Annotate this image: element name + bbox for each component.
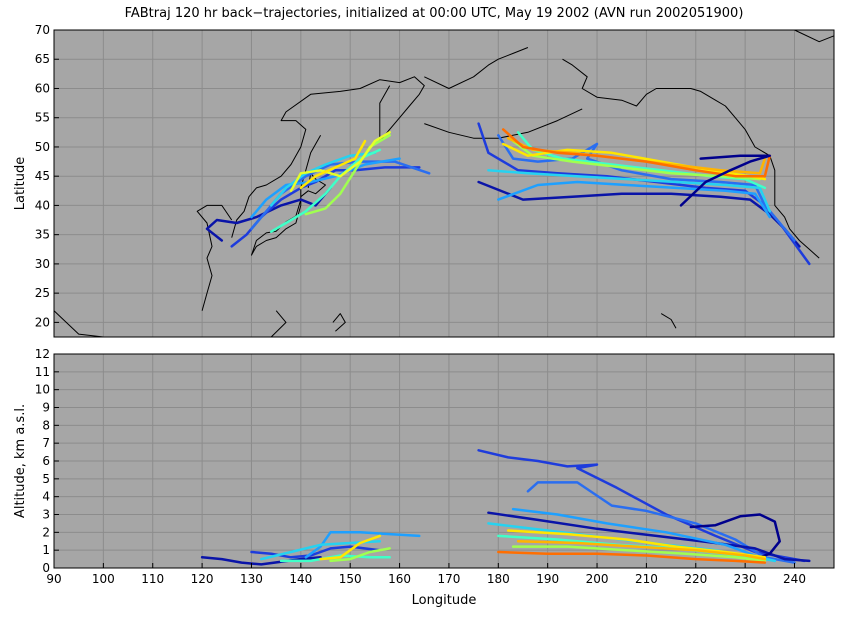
map-frame: [53, 29, 835, 338]
trajectory-line: [501, 128, 772, 178]
y-tick-label: 50: [35, 140, 50, 154]
y-tick-label: 11: [35, 365, 50, 379]
x-tick-label: 130: [240, 572, 263, 586]
trajectory-line: [477, 449, 806, 563]
coastline: [424, 108, 583, 139]
map-y-axis-label: Latitude: [13, 157, 28, 211]
trajectory-line: [319, 534, 382, 561]
x-tick-label: 150: [339, 572, 362, 586]
y-tick-label: 65: [35, 52, 50, 66]
map-panel: 20 25 30 35 40 45 50 55 60 65 70 Latitude: [13, 23, 835, 338]
map-y-ticks: 20 25 30 35 40 45 50 55 60 65 70: [35, 23, 59, 329]
trajectory-line: [487, 511, 811, 563]
y-tick-label: 60: [35, 81, 50, 95]
y-tick-label: 0: [42, 561, 50, 575]
coastline: [53, 310, 104, 338]
trajectory-line: [250, 157, 401, 219]
y-tick-label: 3: [42, 508, 50, 522]
x-tick-label: 210: [635, 572, 658, 586]
y-tick-label: 10: [35, 383, 50, 397]
coastline: [231, 76, 425, 238]
coastline: [270, 310, 287, 338]
coastline: [660, 313, 677, 329]
y-tick-label: 2: [42, 525, 50, 539]
x-tick-label: 160: [388, 572, 411, 586]
y-tick-label: 45: [35, 169, 50, 183]
coastline: [562, 58, 820, 259]
y-tick-label: 8: [42, 418, 50, 432]
coastline: [794, 29, 835, 43]
x-tick-label: 100: [92, 572, 115, 586]
y-tick-label: 9: [42, 401, 50, 415]
trajectory-line: [329, 547, 391, 563]
y-tick-label: 5: [42, 472, 50, 486]
y-tick-label: 7: [42, 436, 50, 450]
coastline: [332, 313, 346, 332]
y-tick-label: 6: [42, 454, 50, 468]
x-tick-label: 240: [783, 572, 806, 586]
trajectory-line: [250, 545, 382, 559]
altitude-y-axis-label: Altitude, km a.s.l.: [13, 404, 28, 518]
y-tick-label: 30: [35, 257, 50, 271]
x-tick-label: 90: [46, 572, 61, 586]
trajectory-line: [279, 554, 391, 563]
trajectory-line: [487, 169, 772, 213]
coastline: [196, 204, 233, 311]
trajectory-line: [679, 154, 772, 207]
x-tick-label: 190: [536, 572, 559, 586]
trajectory-line: [269, 148, 382, 233]
coastline: [424, 47, 529, 89]
trajectory-line: [269, 151, 377, 207]
y-tick-label: 55: [35, 111, 50, 125]
trajectory-line: [516, 540, 767, 561]
x-tick-label: 220: [684, 572, 707, 586]
y-tick-label: 25: [35, 286, 50, 300]
x-tick-label: 230: [734, 572, 757, 586]
y-tick-label: 40: [35, 198, 50, 212]
y-tick-label: 4: [42, 490, 50, 504]
trajectory-line: [299, 139, 367, 190]
trajectory-line: [289, 131, 391, 193]
y-tick-label: 20: [35, 315, 50, 329]
x-tick-label: 140: [289, 572, 312, 586]
y-tick-label: 12: [35, 347, 50, 361]
x-tick-label: 200: [586, 572, 609, 586]
trajectory-line: [497, 180, 772, 219]
altitude-trajectories: [200, 449, 811, 566]
x-tick-label: 110: [141, 572, 164, 586]
trajectory-line: [497, 550, 767, 564]
chart-title: FABtraj 120 hr back−trajectories, initia…: [125, 6, 744, 21]
trajectory-line: [200, 556, 322, 566]
x-tick-label: 120: [191, 572, 214, 586]
y-tick-label: 70: [35, 23, 50, 37]
trajectory-line: [511, 545, 767, 563]
y-tick-label: 1: [42, 543, 50, 557]
x-tick-label: 180: [487, 572, 510, 586]
altitude-x-ticks: 90 100 110 120 130 140 150 160 170 180 190 200 210 22…: [46, 563, 806, 586]
y-tick-label: 35: [35, 228, 50, 242]
map-trajectories: [205, 122, 811, 266]
trajectory-line: [689, 513, 781, 561]
trajectory-line: [205, 186, 332, 242]
trajectory-line: [304, 531, 421, 559]
x-tick-label: 170: [437, 572, 460, 586]
trajectory-line: [526, 481, 796, 564]
x-axis-label: Longitude: [412, 593, 477, 608]
